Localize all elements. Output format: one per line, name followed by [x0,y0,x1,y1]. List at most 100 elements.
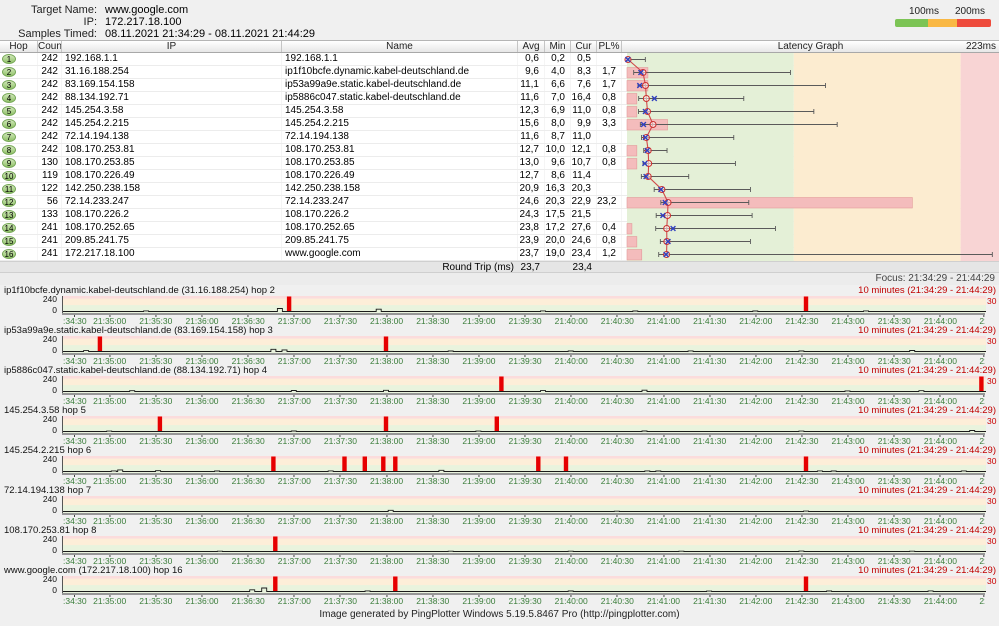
x-tick-label: 21:42:00 [739,315,772,325]
hop-badge: 11 [2,184,16,194]
cell-cur: 9,9 [571,118,597,130]
x-tick-label: 21:36:00 [185,595,219,605]
tick-mark [755,315,757,317]
hop-badge: 13 [2,210,16,220]
tick-mark [847,555,849,557]
tick-text: :34:30 [63,596,87,605]
cell-hop: 4 [0,92,38,104]
x-tick-label: 21:39:30 [508,515,542,525]
tick-text: 21:36:30 [231,316,265,325]
round-trip-cur: 23,4 [572,262,592,273]
y-min-label: 0 [52,425,57,435]
timeline-plot[interactable] [62,496,986,513]
tick-mark [109,315,111,317]
x-tick-label: 21:38:00 [370,355,403,365]
cell-cur: 10,7 [571,157,597,169]
cell-min: 20,0 [545,235,571,247]
tick-text: 21:42:00 [739,516,773,525]
x-tick-label: 21:40:00 [555,475,588,485]
latency-scale-bar [895,19,991,27]
tick-text: 21:43:30 [877,596,911,605]
tick-text: 21:40:00 [554,396,588,405]
column-header-min[interactable]: Min [545,41,571,52]
tick-mark [616,555,618,557]
timeline-plot-row: 240 0 30 [0,294,999,315]
tick-text: 21:40:30 [600,596,634,605]
tick-mark [386,475,388,477]
column-header-hop[interactable]: Hop [0,41,38,52]
hop-badge: 4 [2,93,16,103]
x-tick-label: 21:39:00 [462,555,495,565]
y-max-label: 240 [42,494,57,504]
column-header-cur[interactable]: Cur [571,41,597,52]
timeline-plot[interactable] [62,376,986,393]
tick-text: 21:35:30 [139,596,173,605]
cell-avg: 12,7 [518,144,545,156]
cell-cur: 21,5 [571,209,597,221]
tick-mark [432,435,434,437]
latency-graph[interactable] [622,53,999,261]
timeline-y-axis: 240 0 [0,574,60,595]
cell-name: www.google.com [282,248,518,260]
timeline-block-0: ip1f10bcfe.dynamic.kabel-deutschland.de … [0,285,999,325]
x-tick-label: 21:43:00 [832,435,865,445]
cell-count: 133 [38,209,62,221]
tick-text: :34:30 [63,436,87,445]
column-header-pl-[interactable]: PL% [597,41,622,52]
timeline-plot[interactable] [62,336,986,353]
timeline-plot[interactable] [62,536,986,553]
cell-cur: 27,6 [571,222,597,234]
x-tick-label: :34:30 [63,475,87,485]
x-tick-label: 21:38:30 [416,515,449,525]
tick-mark [755,395,757,397]
cell-pl [597,131,622,143]
tick-text: 21:37:30 [323,516,357,525]
column-header-label: Count [38,41,62,52]
tick-mark [386,555,388,557]
x-tick-label: 21:41:00 [647,595,680,605]
tick-text: 21:36:00 [185,596,219,605]
x-tick-label: 21 [979,395,985,405]
cell-min: 17,2 [545,222,571,234]
cell-pl: 3,3 [597,118,622,130]
cell-cur: 16,4 [571,92,597,104]
timeline-plot[interactable] [62,576,986,593]
column-header-name[interactable]: Name [282,41,518,52]
tick-text: 21:41:30 [693,396,727,405]
cell-hop: 8 [0,144,38,156]
tick-mark [893,315,895,317]
x-tick-label: 21:42:30 [785,555,818,565]
timeline-plot[interactable] [62,296,986,313]
cell-cur: 8,3 [571,66,597,78]
tick-text: 21:38:30 [416,556,450,565]
column-header-label: PL% [598,41,620,52]
legend-orange-segment [927,19,958,27]
x-tick-label: 21:41:30 [693,475,726,485]
x-tick-label: 21:38:30 [416,395,449,405]
timeline-plot[interactable] [62,456,986,473]
column-header-latency-graph[interactable]: Latency Graph 223ms [622,41,999,52]
column-header-avg[interactable]: Avg [518,41,545,52]
round-trip-avg: 23,7 [520,262,540,273]
tick-text: 21:43:00 [831,556,865,565]
tick-text: 21:42:30 [785,596,819,605]
tick-mark [801,435,803,437]
x-tick-label: 21:37:00 [278,555,311,565]
timeline-header: 72.14.194.138 hop 7 10 minutes (21:34:29 … [0,485,999,496]
timeline-plot[interactable] [62,416,986,433]
cell-hop: 7 [0,131,38,143]
column-header-count[interactable]: Count [38,41,62,52]
tick-mark [293,355,295,357]
tick-text: 21:42:30 [785,476,819,485]
timeline-duration-label: 10 minutes (21:34:29 - 21:44:29) [858,285,996,296]
tick-mark [801,355,803,357]
cell-count: 122 [38,183,62,195]
x-tick-label: 21:40:30 [601,395,634,405]
cell-count: 56 [38,196,62,208]
tick-mark [74,315,76,317]
x-tick-label: 21:40:00 [555,435,588,445]
column-header-ip[interactable]: IP [62,41,282,52]
x-tick-label: 21:40:30 [601,555,634,565]
tick-mark [524,475,526,477]
x-tick-label: 21:43:00 [832,475,865,485]
